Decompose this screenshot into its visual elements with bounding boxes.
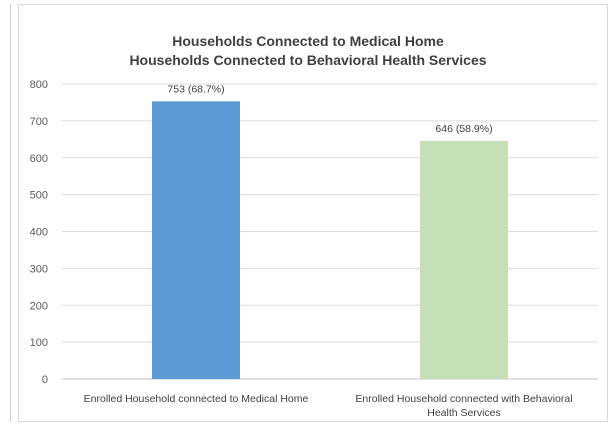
y-tick-label: 600	[30, 153, 48, 165]
y-tick-label: 300	[30, 263, 48, 275]
chart-title: Households Connected to Medical Home Hous…	[129, 33, 486, 68]
y-tick-label: 700	[30, 116, 48, 128]
y-tick-label: 800	[30, 79, 48, 91]
left-divider	[10, 4, 11, 422]
y-tick-label: 100	[30, 337, 48, 349]
bars	[152, 101, 508, 380]
chart-title-line: Households Connected to Medical Home	[172, 33, 444, 49]
x-axis-categories: Enrolled Household connected to Medical …	[84, 393, 573, 419]
y-tick-label: 500	[30, 190, 48, 202]
bar	[152, 101, 240, 380]
x-category-label: Enrolled Household connected with Behavi…	[355, 393, 572, 405]
data-labels: 753 (68.7%) 646 (58.9%)	[167, 83, 492, 134]
bar-data-label: 753 (68.7%)	[167, 83, 224, 95]
y-tick-label: 0	[42, 374, 48, 386]
bar	[420, 140, 508, 379]
x-category-label: Health Services	[427, 407, 501, 419]
x-category-label: Enrolled Household connected to Medical …	[84, 393, 309, 405]
gridlines	[62, 83, 598, 380]
y-axis-ticks: 0 100 200 300 400 500 600 700 800	[30, 79, 48, 386]
y-tick-label: 400	[30, 227, 48, 239]
bar-data-label: 646 (58.9%)	[435, 123, 492, 135]
y-tick-label: 200	[30, 300, 48, 312]
chart-area	[18, 4, 608, 422]
chart-title-line: Households Connected to Behavioral Healt…	[129, 52, 486, 68]
